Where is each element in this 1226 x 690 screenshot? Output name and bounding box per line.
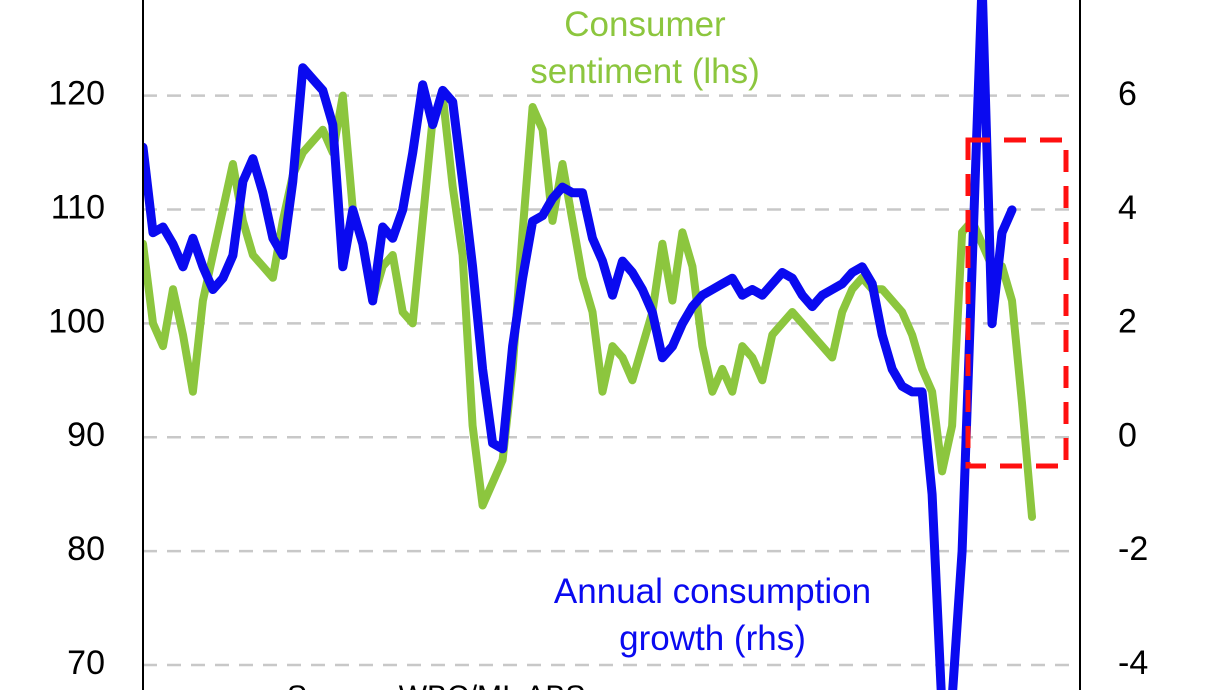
source: Source: WBC/MI, ABS <box>287 680 585 690</box>
y2-tick-label: -2 <box>1118 530 1148 568</box>
y2-tick-label: 2 <box>1118 303 1137 341</box>
y2-tick-label: 4 <box>1118 189 1137 227</box>
series-label: Consumer sentiment (lhs) <box>530 5 760 91</box>
y-tick-label: 70 <box>67 644 105 682</box>
y-tick-label: 100 <box>48 302 105 340</box>
highlight-box <box>965 137 1069 469</box>
series-line <box>143 0 1017 690</box>
y-tick-label: 110 <box>51 188 105 226</box>
series-label: Annual consumption growth (rhs) <box>553 572 872 658</box>
y-tick-label: 80 <box>67 530 105 568</box>
y-tick-label: 120 <box>48 75 105 113</box>
y2-tick-label: 6 <box>1118 75 1137 113</box>
series-line <box>143 91 1036 521</box>
y2-tick-label: 0 <box>1118 416 1137 454</box>
y-tick-label: 90 <box>67 416 105 454</box>
y2-tick-label: -4 <box>1118 644 1148 682</box>
